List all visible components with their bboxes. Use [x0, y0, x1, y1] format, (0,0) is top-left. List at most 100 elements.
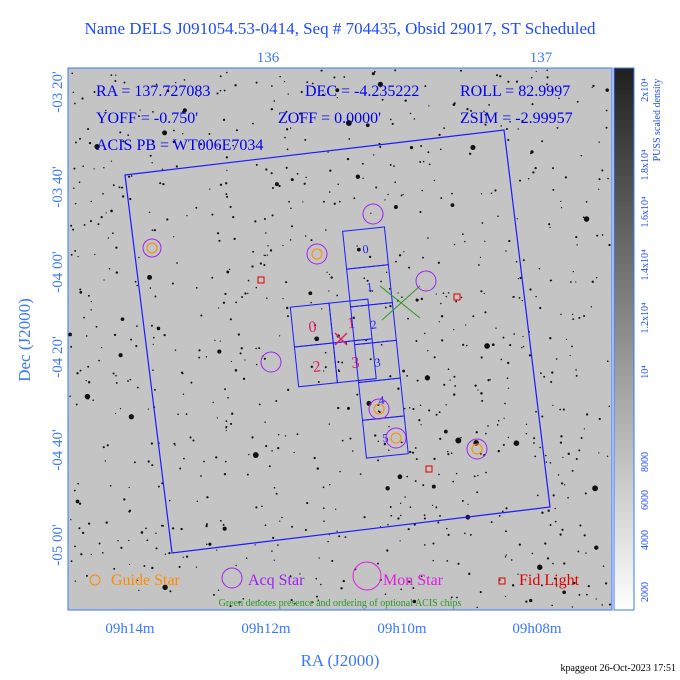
star-dot [518, 543, 522, 546]
star-dot [196, 500, 198, 502]
star-dot [145, 527, 147, 530]
star-dot [101, 552, 104, 554]
star-dot [340, 587, 343, 590]
star-dot [438, 133, 441, 136]
star-dot [107, 237, 110, 239]
star-dot [283, 80, 286, 83]
star-dot [182, 393, 185, 395]
star-dot [286, 315, 289, 318]
star-dot [78, 502, 82, 505]
star-dot [200, 314, 203, 317]
star-dot [393, 205, 398, 209]
star-dot [440, 302, 442, 305]
acq-star [306, 243, 328, 265]
star-dot [232, 215, 235, 219]
star-dot [215, 456, 218, 459]
star-dot [105, 109, 107, 112]
star-dot [394, 69, 397, 72]
star-dot [240, 347, 243, 350]
star-dot [420, 575, 423, 578]
star-dot [554, 520, 557, 523]
acq-star [466, 438, 488, 460]
star-dot [226, 169, 228, 171]
acis-i-label: 2 [312, 358, 322, 376]
star-dot [480, 392, 483, 395]
star-dot [174, 81, 177, 84]
star-dot [356, 393, 359, 396]
fid-light [453, 293, 461, 301]
star-dot [235, 129, 238, 132]
star-dot [583, 216, 590, 222]
star-dot [402, 369, 406, 373]
star-dot [362, 177, 364, 179]
star-dot [555, 585, 558, 587]
star-dot [102, 446, 105, 449]
star-dot [298, 112, 302, 115]
star-dot [300, 90, 303, 94]
star-dot [531, 552, 534, 555]
star-dot [571, 345, 573, 348]
star-dot [155, 532, 157, 534]
star-dot [385, 271, 388, 274]
star-dot [605, 126, 608, 129]
star-dot [397, 474, 403, 480]
star-dot [480, 356, 483, 359]
star-dot [282, 298, 284, 300]
star-dot [73, 489, 76, 492]
star-dot [499, 579, 501, 581]
star-dot [110, 74, 113, 77]
star-dot [507, 436, 510, 439]
star-dot [231, 412, 234, 415]
star-dot [140, 531, 144, 534]
star-dot [445, 404, 447, 406]
star-dot [146, 539, 149, 542]
star-dot [284, 435, 287, 437]
star-dot [258, 403, 261, 406]
star-dot [389, 163, 392, 166]
star-dot [363, 277, 366, 280]
star-dot [115, 74, 117, 76]
star-dot [400, 514, 402, 517]
star-dot [527, 177, 530, 180]
star-dot [248, 453, 250, 456]
star-dot [279, 75, 281, 78]
star-dot [285, 281, 288, 284]
star-dot [272, 536, 275, 539]
star-dot [565, 338, 568, 341]
star-dot [285, 110, 288, 113]
star-dot [186, 214, 188, 217]
star-dot [304, 528, 307, 532]
star-dot [468, 152, 472, 155]
star-dot [424, 332, 426, 335]
star-dot [251, 265, 254, 268]
star-dot [484, 123, 487, 126]
star-dot [270, 172, 273, 175]
star-dot [117, 540, 119, 542]
star-dot [113, 333, 117, 337]
star-dot [171, 282, 174, 285]
star-dot [518, 296, 521, 299]
info: ACIS PB = WT006E7034 [96, 137, 263, 154]
star-dot [490, 521, 493, 524]
star-dot [575, 281, 577, 283]
colorbar-label: PUSS scaled density [652, 79, 663, 162]
star-dot [498, 515, 501, 517]
star-dot [575, 457, 578, 461]
star-dot [121, 195, 125, 198]
star-dot [575, 369, 577, 371]
star-dot [560, 207, 563, 209]
star-dot [153, 388, 156, 391]
star-dot [182, 110, 185, 113]
star-dot [86, 127, 90, 131]
star-dot [105, 521, 108, 524]
star-dot [432, 559, 434, 562]
star-dot [507, 387, 510, 389]
star-dot [605, 88, 609, 92]
star-dot [223, 89, 226, 92]
acq-star [415, 270, 437, 292]
star-dot [212, 401, 214, 404]
star-dot [598, 417, 601, 421]
star-dot [245, 557, 248, 560]
star-dot [324, 366, 327, 369]
star-dot [206, 496, 209, 499]
